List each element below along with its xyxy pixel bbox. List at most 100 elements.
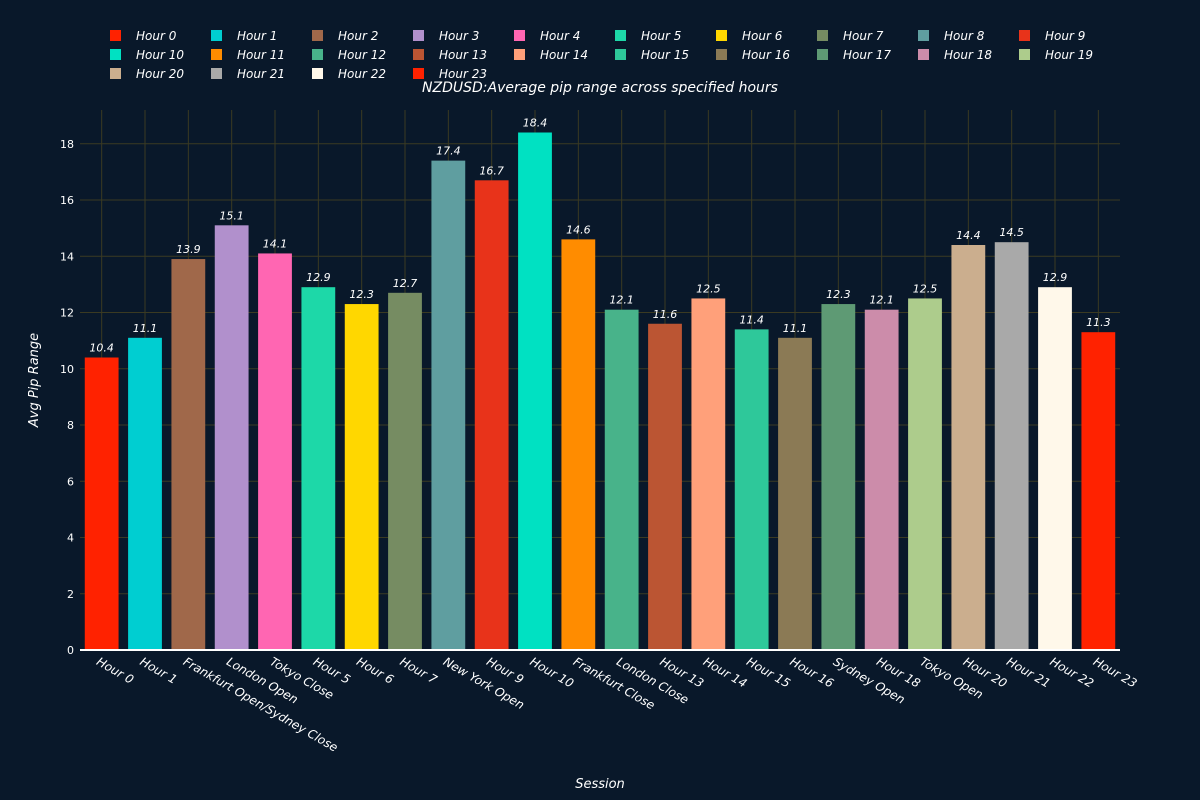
data-label: 18.4 xyxy=(523,117,548,130)
legend-swatch xyxy=(1019,49,1030,60)
legend-item-label: Hour 19 xyxy=(1045,48,1093,62)
x-tick-label: Hour 14 xyxy=(701,654,750,690)
legend-item-label: Hour 13 xyxy=(439,48,487,62)
y-tick-label: 8 xyxy=(67,419,74,432)
legend-swatch xyxy=(716,30,727,41)
legend-item-label: Hour 11 xyxy=(237,48,285,62)
legend-item-label: Hour 10 xyxy=(136,48,184,62)
x-tick-label: Hour 23 xyxy=(1091,654,1140,690)
legend-swatch xyxy=(514,49,525,60)
y-tick-label: 10 xyxy=(60,363,74,376)
legend-item-label: Hour 9 xyxy=(1045,29,1085,43)
legend-swatch xyxy=(312,30,323,41)
x-axis-title: Session xyxy=(575,777,625,792)
bar xyxy=(778,337,812,650)
legend-item-label: Hour 23 xyxy=(439,67,487,81)
data-label: 12.1 xyxy=(869,294,894,307)
data-label: 11.1 xyxy=(133,322,158,335)
data-label: 12.5 xyxy=(913,282,938,295)
legend-swatch xyxy=(110,30,121,41)
bar xyxy=(258,253,292,650)
legend-item-label: Hour 12 xyxy=(338,48,386,62)
data-label: 10.4 xyxy=(89,342,114,355)
legend-swatch xyxy=(413,30,424,41)
y-tick-label: 4 xyxy=(67,532,74,545)
legend-item-label: Hour 5 xyxy=(641,29,681,43)
legend-item-label: Hour 2 xyxy=(338,29,378,43)
legend-item-label: Hour 21 xyxy=(237,67,285,81)
bar xyxy=(1081,332,1116,650)
legend-swatch xyxy=(110,68,121,79)
bar xyxy=(691,298,726,650)
bar xyxy=(561,239,596,650)
x-tick-label: Hour 7 xyxy=(398,654,440,686)
x-tick-label: Hour 21 xyxy=(1004,654,1053,690)
data-label: 14.6 xyxy=(566,223,591,236)
bar xyxy=(518,132,552,650)
legend-swatch xyxy=(817,30,828,41)
legend-swatch xyxy=(615,49,626,60)
x-tick-label: Hour 10 xyxy=(528,654,577,690)
bar xyxy=(344,304,379,650)
bar xyxy=(431,160,466,650)
data-label: 11.4 xyxy=(739,313,764,326)
data-label: 12.3 xyxy=(349,288,374,301)
bar xyxy=(84,357,119,650)
y-tick-label: 0 xyxy=(67,644,74,657)
bar xyxy=(994,242,1029,650)
legend-item-label: Hour 1 xyxy=(237,29,277,43)
legend-swatch xyxy=(211,68,222,79)
bar xyxy=(128,337,162,650)
x-tick-label: Hour 0 xyxy=(94,654,136,686)
bar xyxy=(1038,287,1072,650)
legend-item-label: Hour 14 xyxy=(540,48,588,62)
data-label: 12.9 xyxy=(1043,271,1068,284)
legend-swatch xyxy=(110,49,121,60)
legend-swatch xyxy=(413,68,424,79)
data-label: 12.3 xyxy=(826,288,851,301)
y-tick-label: 2 xyxy=(67,588,74,601)
bar xyxy=(474,180,509,650)
bar xyxy=(821,304,856,650)
y-axis-ticks: 0 2 4 6 8 10 12 14 16 18 xyxy=(60,138,74,657)
bar xyxy=(301,287,336,650)
bar xyxy=(171,259,206,650)
legend-swatch xyxy=(514,30,525,41)
y-tick-label: 6 xyxy=(67,475,74,488)
data-label: 14.5 xyxy=(999,226,1024,239)
y-tick-label: 16 xyxy=(60,194,74,207)
legend-item-label: Hour 17 xyxy=(843,48,891,62)
bar xyxy=(604,309,639,650)
bars xyxy=(84,132,1116,650)
bar xyxy=(864,309,899,650)
bar xyxy=(951,245,986,650)
legend-swatch xyxy=(211,49,222,60)
legend-swatch xyxy=(918,49,929,60)
legend: Hour 0 Hour 1 Hour 2 Hour 3 Hour 4 Hour 5 Hour… xyxy=(110,29,1093,81)
legend-item-label: Hour 16 xyxy=(742,48,790,62)
x-tick-label: Hour 22 xyxy=(1048,654,1097,690)
data-label: 12.7 xyxy=(393,277,418,290)
legend-swatch xyxy=(1019,30,1030,41)
bar xyxy=(734,329,769,650)
data-label: 11.3 xyxy=(1086,316,1111,329)
data-label: 11.6 xyxy=(653,308,678,321)
bar xyxy=(648,323,682,650)
legend-item-label: Hour 18 xyxy=(944,48,992,62)
legend-item-label: Hour 20 xyxy=(136,67,184,81)
legend-swatch xyxy=(413,49,424,60)
legend-item-label: Hour 6 xyxy=(742,29,783,43)
data-label: 12.5 xyxy=(696,282,721,295)
legend-item-label: Hour 8 xyxy=(944,29,985,43)
legend-swatch xyxy=(716,49,727,60)
legend-item-label: Hour 4 xyxy=(540,29,580,43)
data-label: 14.1 xyxy=(263,237,288,250)
y-axis-title: Avg Pip Range xyxy=(27,333,42,428)
x-axis-ticks: Hour 0 Hour 1 Frankfurt Open/Sydney CloseL… xyxy=(94,654,1139,754)
legend-item-label: Hour 15 xyxy=(641,48,689,62)
legend-swatch xyxy=(615,30,626,41)
data-labels: 10.4 11.1 13.9 15.1 14.1 12.9 12.3 12.7 17.4 16.7… xyxy=(89,117,1110,355)
chart-title: NZDUSD:Average pip range across specifie… xyxy=(422,80,778,96)
data-label: 16.7 xyxy=(479,164,504,177)
